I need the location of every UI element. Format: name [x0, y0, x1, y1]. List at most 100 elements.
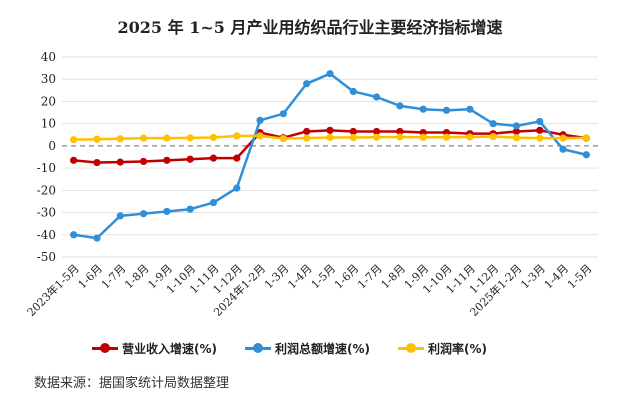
point-profit-growth: [419, 105, 427, 113]
x-tick-label: 1-7月: [99, 262, 128, 291]
point-profit-margin: [303, 134, 311, 142]
x-tick-label: 1-3月: [262, 262, 291, 291]
series-line-profit-growth: [73, 72, 587, 240]
point-profit-growth: [326, 70, 334, 78]
x-tick-label: 1-8月: [122, 262, 151, 291]
point-revenue-growth: [209, 154, 218, 162]
x-tick-label: 1-5月: [565, 262, 594, 291]
point-profit-growth: [116, 212, 124, 220]
point-profit-growth: [489, 120, 497, 128]
gridlines: [62, 56, 598, 258]
legend-label-margin: 利润率(%): [428, 342, 487, 356]
point-profit-margin: [233, 132, 241, 140]
x-tick-label: 1-5月: [309, 262, 338, 291]
point-profit-growth: [233, 184, 241, 192]
point-profit-growth: [209, 198, 218, 207]
point-revenue-growth: [186, 155, 194, 163]
legend-item-margin: 利润率(%): [398, 340, 487, 357]
point-revenue-growth: [233, 154, 241, 162]
point-profit-margin: [279, 134, 287, 143]
legend: 营业收入增速(%) 利润总额增速(%) 利润率(%): [92, 340, 487, 357]
point-profit-margin: [70, 136, 78, 144]
x-tick-label: 1-4月: [542, 262, 571, 291]
point-profit-margin: [349, 133, 357, 142]
x-tick-label: 1-8月: [379, 262, 408, 291]
point-profit-margin: [419, 133, 427, 141]
point-profit-margin: [163, 134, 171, 142]
point-revenue-growth: [512, 127, 521, 136]
point-revenue-growth: [163, 156, 171, 164]
point-profit-growth: [466, 105, 474, 113]
y-tick-label: -50: [37, 250, 56, 264]
point-profit-margin: [209, 133, 218, 142]
point-revenue-growth: [116, 158, 124, 166]
y-tick-label: -30: [37, 206, 56, 220]
point-profit-margin: [396, 133, 404, 141]
point-profit-margin: [466, 133, 474, 141]
y-tick-label: -10: [37, 161, 56, 175]
point-profit-growth: [559, 145, 567, 153]
point-profit-growth: [93, 234, 101, 242]
y-tick-label: 20: [41, 94, 56, 108]
y-tick-label: -40: [37, 228, 56, 242]
point-profit-growth: [70, 231, 78, 239]
point-revenue-growth: [396, 127, 404, 136]
point-profit-growth: [396, 102, 404, 110]
point-profit-margin: [512, 134, 521, 142]
point-profit-margin: [116, 135, 124, 143]
y-tick-label: 0: [48, 139, 56, 153]
point-profit-growth: [349, 87, 357, 96]
point-revenue-growth: [70, 156, 78, 164]
point-revenue-growth: [326, 126, 334, 134]
point-profit-margin: [582, 134, 590, 142]
point-profit-growth: [139, 210, 148, 218]
point-profit-growth: [536, 117, 544, 126]
y-tick-label: 40: [41, 50, 56, 64]
x-tick-label: 1-6月: [76, 262, 105, 291]
point-profit-margin: [536, 134, 544, 142]
x-tick-label: 1-3月: [518, 262, 547, 291]
series: [70, 70, 590, 242]
legend-swatch-margin: [398, 343, 424, 353]
y-tick-label: 30: [41, 72, 56, 86]
x-axis: 2023年1-5月1-6月1-7月1-8月1-9月1-10月1-11月1-12月…: [24, 261, 594, 319]
point-profit-growth: [373, 93, 381, 101]
x-tick-label: 1-6月: [332, 262, 361, 291]
x-tick-label: 1-7月: [355, 262, 384, 291]
legend-item-profit: 利润总额增速(%): [245, 340, 370, 357]
point-profit-margin: [256, 132, 264, 140]
point-profit-growth: [303, 80, 311, 88]
point-revenue-growth: [139, 157, 148, 166]
chart-title: 2025 年 1~5 月产业用纺织品行业主要经济指标增速: [117, 18, 503, 37]
legend-swatch-profit: [245, 343, 271, 353]
y-tick-label: 10: [41, 117, 56, 131]
point-profit-growth: [512, 122, 521, 130]
point-profit-margin: [139, 134, 148, 142]
point-profit-growth: [442, 106, 451, 114]
legend-swatch-revenue: [92, 343, 118, 353]
point-revenue-growth: [349, 127, 357, 136]
point-revenue-growth: [536, 126, 544, 134]
point-profit-growth: [186, 205, 194, 213]
point-profit-growth: [582, 151, 590, 159]
point-profit-margin: [93, 135, 101, 143]
point-revenue-growth: [373, 127, 381, 136]
x-tick-label: 1-4月: [285, 262, 314, 291]
point-profit-growth: [256, 116, 264, 124]
point-revenue-growth: [303, 127, 311, 136]
legend-item-revenue: 营业收入增速(%): [92, 340, 217, 357]
point-profit-margin: [442, 133, 451, 141]
point-profit-margin: [489, 132, 497, 141]
source-note: 数据来源：据国家统计局数据整理: [34, 376, 230, 391]
y-tick-label: -20: [37, 183, 56, 197]
legend-label-revenue: 营业收入增速(%): [122, 342, 217, 356]
legend-label-profit: 利润总额增速(%): [275, 342, 370, 356]
point-profit-margin: [326, 133, 334, 142]
x-tick-label: 2023年1-5月: [24, 261, 82, 319]
y-axis: 40 30 20 10 0 -10 -20 -30 -40 -50: [37, 50, 56, 264]
point-profit-growth: [163, 207, 171, 216]
point-profit-margin: [373, 133, 381, 141]
point-profit-margin: [559, 134, 567, 142]
point-profit-growth: [279, 110, 287, 118]
